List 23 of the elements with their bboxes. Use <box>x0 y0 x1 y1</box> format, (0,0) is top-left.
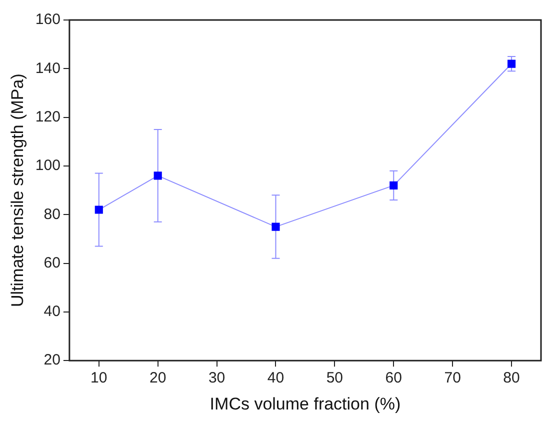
x-axis-title: IMCs volume fraction (%) <box>210 394 401 414</box>
y-tick-label: 160 <box>35 11 60 28</box>
y-tick-label: 100 <box>35 157 60 174</box>
x-tick-label: 60 <box>385 370 402 387</box>
point <box>94 206 103 214</box>
x-tick-label: 80 <box>503 370 520 387</box>
point <box>272 222 280 231</box>
y-tick-label: 60 <box>44 254 60 272</box>
y-axis-title: Ultimate tensile strength (MPa) <box>8 74 27 307</box>
x-tick-label: 50 <box>326 370 344 387</box>
point <box>507 60 516 68</box>
y-tick-label: 120 <box>35 108 60 126</box>
y-tick-label: 20 <box>44 352 60 369</box>
x-tick-label: 10 <box>90 370 108 387</box>
y-tick-label: 80 <box>44 206 60 223</box>
y-tick-label: 40 <box>44 303 60 320</box>
x-tick-label: 40 <box>267 370 284 387</box>
x-tick-label: 20 <box>150 370 166 387</box>
point <box>154 172 162 180</box>
y-tick-label: 140 <box>35 60 60 77</box>
x-tick-label: 30 <box>208 370 226 387</box>
x-tick-label: 70 <box>444 370 461 387</box>
point <box>390 181 398 190</box>
